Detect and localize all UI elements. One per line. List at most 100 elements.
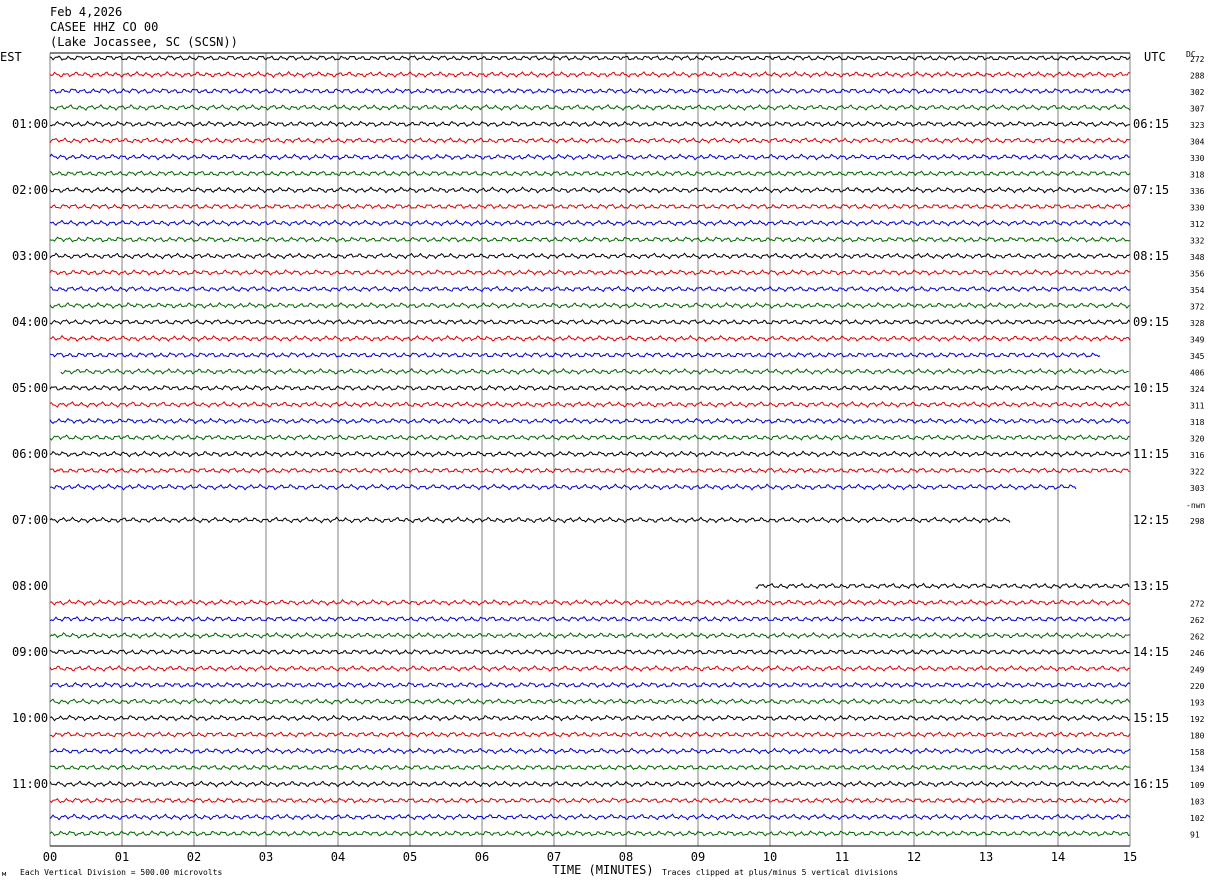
left-timezone-label: EST <box>0 50 22 64</box>
dc-offset-value: 307 <box>1190 105 1205 114</box>
trace-line <box>49 714 1131 722</box>
dc-offset-value: 262 <box>1190 633 1205 642</box>
right-time-labels: 06:15 07:15 08:15 09:15 10:15 11:15 12:15 13:15… <box>1133 117 1169 791</box>
x-tick-14: 14 <box>1051 850 1065 864</box>
trace-line <box>49 450 1131 458</box>
dc-offset-labels: 272 288 302 307 323 304 330 318 336 330 312 332 348 3… <box>1190 55 1205 840</box>
left-time-label: 06:00 <box>12 447 48 461</box>
dc-offset-value: 336 <box>1190 187 1205 196</box>
trace-line <box>49 616 1131 622</box>
trace-line <box>49 301 1131 310</box>
trace-line <box>49 467 1131 474</box>
left-time-label: 03:00 <box>12 249 48 263</box>
left-time-label: 08:00 <box>12 579 48 593</box>
footer-mark: м <box>2 870 7 878</box>
dc-offset-value: 262 <box>1190 616 1205 625</box>
x-tick-12: 12 <box>907 850 921 864</box>
trace-line <box>49 681 1131 689</box>
trace-line <box>49 813 1131 821</box>
dc-offset-value: 298 <box>1190 517 1205 526</box>
trace-line <box>49 747 1131 755</box>
right-time-label: 11:15 <box>1133 447 1169 461</box>
trace-line <box>49 285 1131 293</box>
dc-offset-value: 406 <box>1190 369 1205 378</box>
trace-line <box>49 334 1131 343</box>
trace-line <box>49 764 1131 771</box>
left-time-label: 01:00 <box>12 117 48 131</box>
right-time-label: 13:15 <box>1133 579 1169 593</box>
x-tick-10: 10 <box>763 850 777 864</box>
trace-line <box>49 219 1131 227</box>
x-tick-02: 02 <box>187 850 201 864</box>
trace-line <box>49 252 1131 260</box>
trace-line <box>49 203 1131 210</box>
right-time-label: 09:15 <box>1133 315 1169 329</box>
x-tick-01: 01 <box>115 850 129 864</box>
x-tick-15: 15 <box>1123 850 1137 864</box>
date-label: Feb 4,2026 <box>50 5 122 19</box>
right-time-label: 07:15 <box>1133 183 1169 197</box>
trace-line <box>49 120 1131 128</box>
dc-offset-value: 348 <box>1190 253 1205 262</box>
dc-offset-value: 304 <box>1190 138 1205 147</box>
trace-line <box>49 649 1131 655</box>
left-time-label: 04:00 <box>12 315 48 329</box>
x-tick-00: 00 <box>43 850 57 864</box>
trace-line <box>60 367 1129 376</box>
trace-line <box>49 170 1131 177</box>
dc-offset-value: 288 <box>1190 72 1205 81</box>
right-time-label: 15:15 <box>1133 711 1169 725</box>
trace-line <box>49 70 1131 79</box>
dc-offset-value: 134 <box>1190 765 1205 774</box>
trace-line <box>49 483 1077 491</box>
left-time-labels: 01:00 02:00 03:00 04:00 05:00 06:00 07:00 08:00… <box>12 117 48 791</box>
right-timezone-label: UTC <box>1144 50 1166 64</box>
x-tick-06: 06 <box>475 850 489 864</box>
trace-line <box>49 318 1131 326</box>
x-tick-11: 11 <box>835 850 849 864</box>
trace-line <box>49 780 1131 788</box>
trace-line <box>49 598 1131 607</box>
dc-offset-value: 91 <box>1190 831 1200 840</box>
dc-offset-value: 272 <box>1190 55 1205 64</box>
x-tick-07: 07 <box>547 850 561 864</box>
dc-offset-value: 356 <box>1190 270 1205 279</box>
x-tick-labels: 00 01 02 03 04 05 06 07 08 09 10 11 12 13 14 15 <box>43 850 1137 864</box>
trace-line <box>49 698 1131 705</box>
trace-line <box>49 153 1131 161</box>
footer-clip-note: Traces clipped at plus/minus 5 vertical … <box>662 868 898 877</box>
right-time-label: 06:15 <box>1133 117 1169 131</box>
dc-offset-value: 330 <box>1190 204 1205 213</box>
dc-offset-value: 180 <box>1190 732 1205 741</box>
right-time-label: 08:15 <box>1133 249 1169 263</box>
dc-offset-value: 249 <box>1190 666 1205 675</box>
dc-offset-value: 103 <box>1190 798 1205 807</box>
trace-line <box>49 186 1131 194</box>
dc-offset-value: 109 <box>1190 781 1205 790</box>
dc-offset-value: 312 <box>1190 220 1205 229</box>
left-time-label: 09:00 <box>12 645 48 659</box>
trace-line <box>49 269 1131 276</box>
dc-offset-value: 328 <box>1190 319 1205 328</box>
trace-line <box>49 352 1101 358</box>
dc-offset-value: 318 <box>1190 171 1205 180</box>
dc-offset-value: 332 <box>1190 237 1205 246</box>
dc-offset-value: 330 <box>1190 154 1205 163</box>
dc-offset-value: 246 <box>1190 649 1205 658</box>
dc-offset-value: 345 <box>1190 352 1205 361</box>
dc-offset-value: 372 <box>1190 303 1205 312</box>
right-time-label: 16:15 <box>1133 777 1169 791</box>
left-time-label: 10:00 <box>12 711 48 725</box>
trace-line <box>49 103 1131 112</box>
trace-line <box>49 797 1131 804</box>
left-time-label: 02:00 <box>12 183 48 197</box>
trace-line <box>49 664 1131 673</box>
dc-offset-value: 102 <box>1190 814 1205 823</box>
dc-offset-value: 318 <box>1190 418 1205 427</box>
trace-line <box>49 400 1131 409</box>
right-time-label: 14:15 <box>1133 645 1169 659</box>
dc-offset-value: 316 <box>1190 451 1205 460</box>
dc-offset-value: 158 <box>1190 748 1205 757</box>
dc-offset-value: 354 <box>1190 286 1205 295</box>
